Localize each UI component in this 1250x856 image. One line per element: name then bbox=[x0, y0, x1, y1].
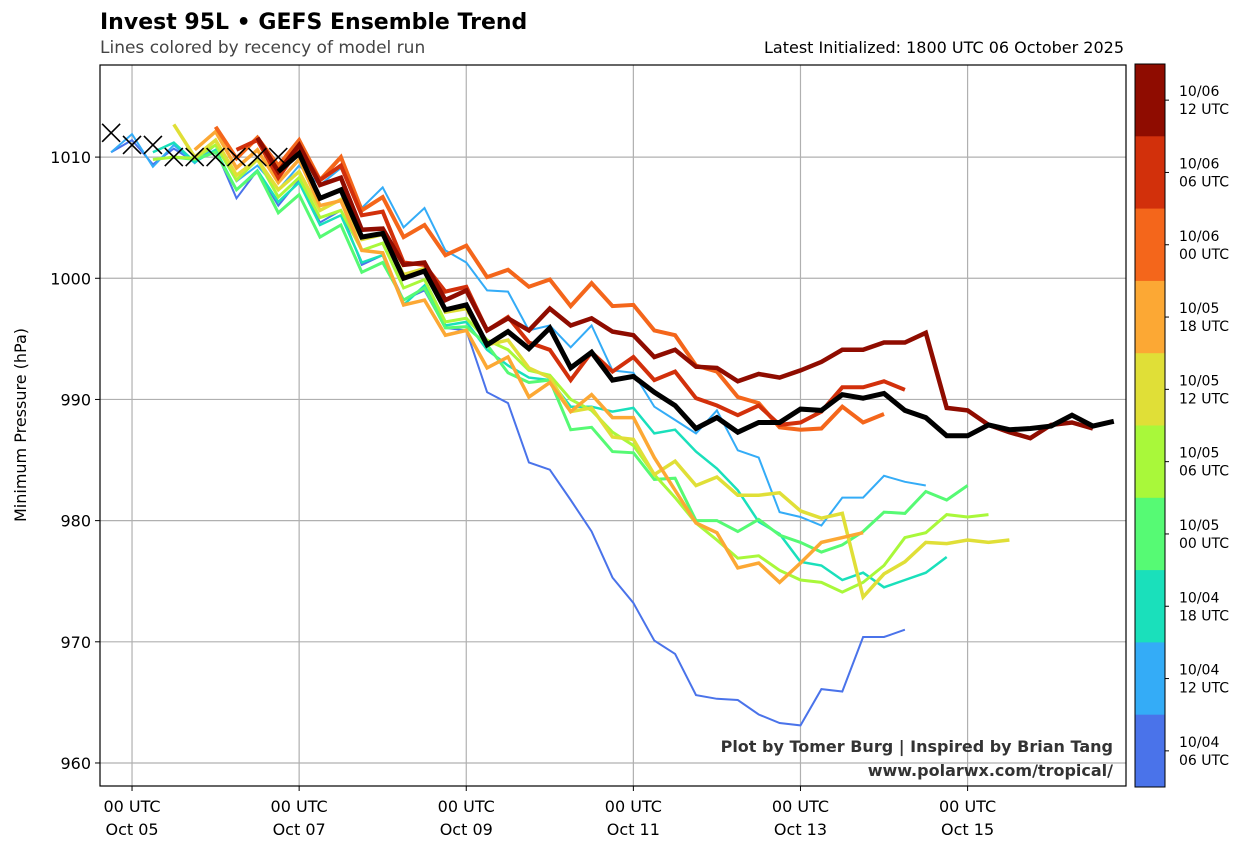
colorbar-label-hour: 06 UTC bbox=[1179, 753, 1229, 769]
x-tick-label-time: 00 UTC bbox=[939, 797, 996, 816]
x-tick-label-date: Oct 15 bbox=[941, 820, 994, 839]
colorbar-label-date: 10/04 bbox=[1179, 735, 1219, 751]
series-line-10-05-06-utc bbox=[152, 142, 989, 594]
colorbar-label-date: 10/04 bbox=[1179, 663, 1219, 679]
series-line-10-06-12-utc bbox=[255, 136, 1094, 441]
colorbar-bin bbox=[1135, 570, 1165, 643]
colorbar-bin bbox=[1135, 714, 1165, 788]
x-tick-label-date: Oct 13 bbox=[774, 820, 827, 839]
colorbar-label-date: 10/05 bbox=[1179, 446, 1219, 462]
colorbar-label-hour: 00 UTC bbox=[1179, 536, 1229, 552]
colorbar-bin bbox=[1135, 64, 1165, 137]
observed-x-marker bbox=[185, 147, 205, 167]
colorbar: 10/06 12 UTC 10/06 06 UTC 10/06 00 UTC 10/05 18… bbox=[1134, 63, 1229, 788]
colorbar-label-hour: 06 UTC bbox=[1179, 464, 1229, 480]
observed-x-marker bbox=[268, 147, 288, 167]
colorbar-bin bbox=[1135, 497, 1165, 571]
y-tick-label: 980 bbox=[60, 512, 91, 531]
colorbar-bin bbox=[1135, 136, 1165, 210]
colorbar-label-date: 10/06 bbox=[1179, 156, 1219, 172]
colorbar-label-date: 10/04 bbox=[1179, 590, 1219, 606]
credit-line-1: Plot by Tomer Burg | Inspired by Brian T… bbox=[721, 737, 1113, 757]
observed-x-marker bbox=[122, 135, 142, 155]
colorbar-label-hour: 18 UTC bbox=[1179, 319, 1229, 335]
colorbar-bin bbox=[1135, 208, 1165, 282]
x-tick-label-time: 00 UTC bbox=[103, 797, 160, 816]
series-line-10-05-18-utc bbox=[193, 128, 864, 585]
x-tick-label-time: 00 UTC bbox=[772, 797, 829, 816]
observed-x-marker bbox=[164, 147, 184, 167]
observed-markers bbox=[101, 123, 288, 167]
y-tick-label: 1010 bbox=[50, 148, 91, 167]
colorbar-label-date: 10/06 bbox=[1179, 229, 1219, 245]
x-tick-label-date: Oct 09 bbox=[440, 820, 493, 839]
x-tick-label-time: 00 UTC bbox=[605, 797, 662, 816]
plot-frame bbox=[99, 64, 1127, 787]
y-tick-label: 990 bbox=[60, 390, 91, 409]
y-tick-label: 970 bbox=[60, 633, 91, 652]
colorbar-label-date: 10/05 bbox=[1179, 518, 1219, 534]
observed-x-marker bbox=[143, 135, 163, 155]
colorbar-label-date: 10/05 bbox=[1179, 373, 1219, 389]
observed-x-marker bbox=[206, 147, 226, 167]
series-line-10-04-12-utc bbox=[110, 132, 926, 527]
series-line-10-06-06-utc bbox=[235, 137, 906, 427]
colorbar-bin bbox=[1135, 280, 1165, 354]
colorbar-label-hour: 06 UTC bbox=[1179, 174, 1229, 190]
series-line-10-06-18-utc bbox=[276, 149, 1115, 439]
colorbar-label-hour: 12 UTC bbox=[1179, 681, 1229, 697]
y-axis-label: Minimum Pressure (hPa) bbox=[11, 328, 30, 522]
chart-title: Invest 95L • GEFS Ensemble Trend bbox=[100, 10, 527, 35]
x-tick-label-date: Oct 11 bbox=[607, 820, 660, 839]
colorbar-frame bbox=[1134, 63, 1166, 788]
y-tick-label: 1000 bbox=[50, 269, 91, 288]
credit-line-2: www.polarwx.com/tropical/ bbox=[868, 761, 1113, 780]
observed-x-marker bbox=[101, 123, 121, 143]
x-tick-label-date: Oct 07 bbox=[273, 820, 326, 839]
colorbar-bin bbox=[1135, 425, 1165, 499]
colorbar-bin bbox=[1135, 642, 1165, 716]
colorbar-label-hour: 18 UTC bbox=[1179, 608, 1229, 624]
latest-initialized: Latest Initialized: 1800 UTC 06 October … bbox=[764, 38, 1124, 57]
observed-x-marker bbox=[226, 147, 247, 167]
x-tick-label-time: 00 UTC bbox=[271, 797, 328, 816]
y-tick-label: 960 bbox=[60, 754, 91, 773]
y-axis-ticks: 960 970 980 990 1000 1010 bbox=[50, 148, 100, 773]
x-tick-label-time: 00 UTC bbox=[438, 797, 495, 816]
colorbar-bin bbox=[1135, 353, 1165, 426]
x-axis-ticks: 00 UTC Oct 05 00 UTC Oct 07 00 UTC Oct 09 00 U… bbox=[103, 786, 996, 839]
series-lines bbox=[110, 123, 1115, 727]
x-tick-label-date: Oct 05 bbox=[105, 820, 158, 839]
series-line-10-05-00-utc bbox=[173, 150, 969, 554]
colorbar-label-date: 10/05 bbox=[1179, 301, 1219, 317]
colorbar-label-hour: 00 UTC bbox=[1179, 247, 1229, 263]
series-line-10-04-06-utc bbox=[110, 138, 906, 727]
observed-x-marker bbox=[247, 147, 267, 167]
colorbar-label-date: 10/06 bbox=[1179, 84, 1219, 100]
colorbar-label-hour: 12 UTC bbox=[1179, 102, 1229, 118]
colorbar-label-hour: 12 UTC bbox=[1179, 391, 1229, 407]
series-line-10-05-12-utc bbox=[172, 123, 1010, 601]
chart-subtitle: Lines colored by recency of model run bbox=[100, 38, 425, 58]
